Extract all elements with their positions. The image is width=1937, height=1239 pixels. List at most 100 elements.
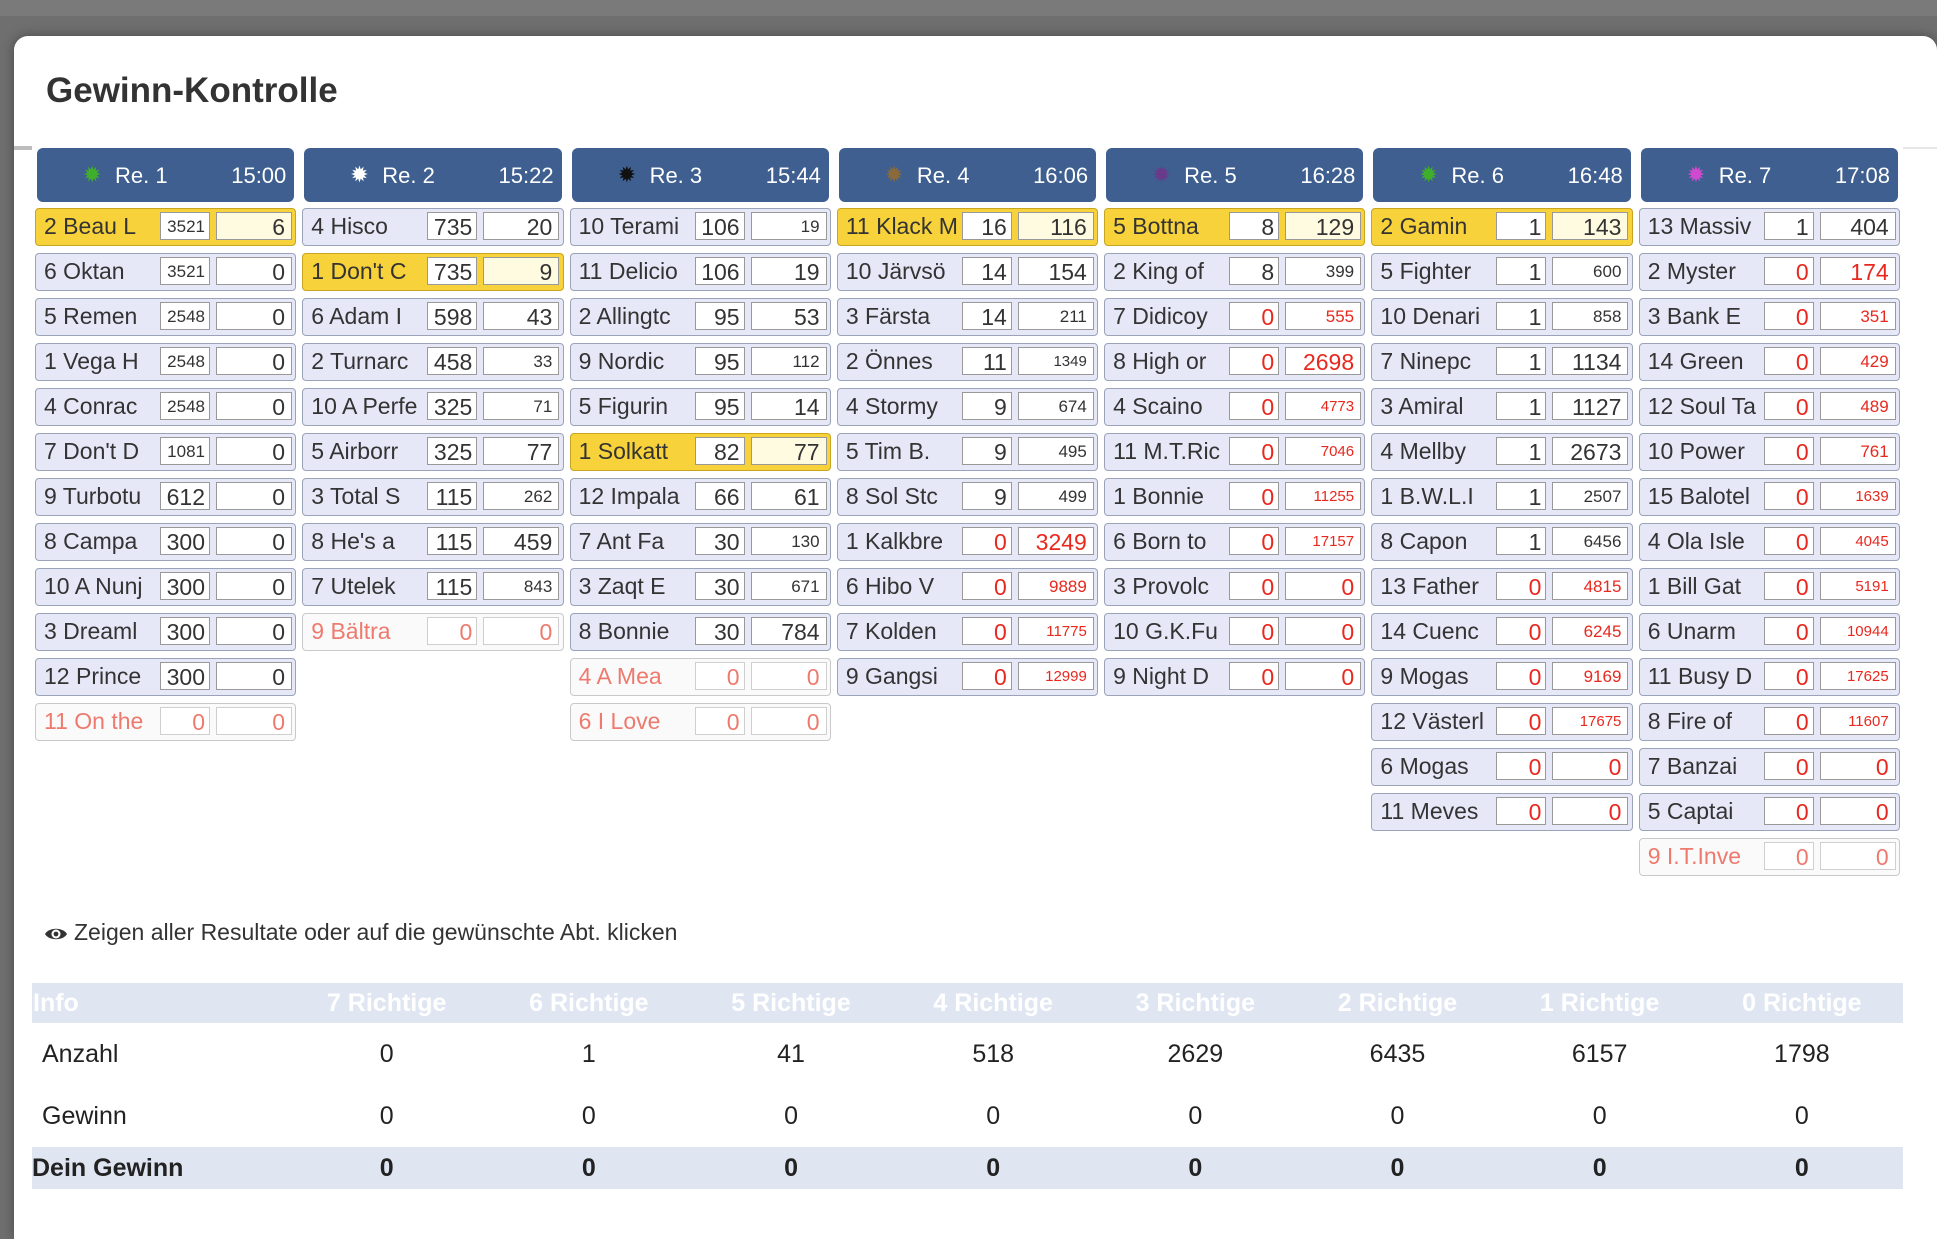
horse-entry[interactable]: 7 Ninepc 1 1134	[1371, 343, 1633, 381]
horse-entry[interactable]: 6 Unarm 0 10944	[1638, 613, 1900, 651]
horse-entry[interactable]: 5 Tim B. 9 495	[836, 433, 1099, 471]
race-header-3[interactable]: ✹ Re. 3 15:44	[571, 148, 829, 202]
odds-box: 0	[750, 662, 827, 690]
horse-entry[interactable]: 10 Power 0 761	[1638, 433, 1900, 471]
horse-entry[interactable]: 4 Conrac 2548 0	[35, 388, 297, 426]
horse-entry[interactable]: 4 Scaino 0 4773	[1104, 388, 1366, 426]
horse-entry[interactable]: 9 Bältra 0 0	[302, 613, 564, 651]
horse-entry[interactable]: 11 M.T.Ric 0 7046	[1104, 433, 1366, 471]
horse-entry[interactable]: 13 Massiv 1 404	[1638, 208, 1900, 246]
horse-entry[interactable]: 3 Provolc 0 0	[1104, 568, 1366, 606]
horse-entry[interactable]: 8 Bonnie 30 784	[569, 613, 831, 651]
horse-entry[interactable]: 12 Västerl 0 17675	[1371, 703, 1633, 741]
horse-entry[interactable]: 4 A Mea 0 0	[569, 658, 831, 696]
horse-entry[interactable]: 7 Utelek 115 843	[302, 568, 564, 606]
horse-entry[interactable]: 4 Mellby 1 2673	[1371, 433, 1633, 471]
horse-entry[interactable]: 7 Don't D 1081 0	[35, 433, 297, 471]
horse-entry[interactable]: 3 Bank E 0 351	[1638, 298, 1900, 336]
horse-entry[interactable]: 4 Hisco 735 20	[302, 208, 564, 246]
horse-entry[interactable]: 12 Prince 300 0	[35, 658, 297, 696]
horse-entry[interactable]: 5 Bottna 8 129	[1104, 208, 1366, 246]
horse-entry[interactable]: 11 Busy D 0 17625	[1638, 658, 1900, 696]
horse-entry[interactable]: 2 Myster 0 174	[1638, 253, 1900, 291]
horse-entry[interactable]: 6 I Love 0 0	[569, 703, 831, 741]
horse-name: 9 I.T.Inve	[1647, 843, 1742, 869]
horse-entry[interactable]: 7 Kolden 0 11775	[836, 613, 1099, 651]
horse-entry[interactable]: 10 A Nunj 300 0	[35, 568, 297, 606]
race-header-7[interactable]: ✹ Re. 7 17:08	[1640, 148, 1898, 202]
horse-entry[interactable]: 10 G.K.Fu 0 0	[1104, 613, 1366, 651]
horse-entry[interactable]: 2 Önnes 11 1349	[836, 343, 1099, 381]
horse-entry[interactable]: 1 Vega H 2548 0	[35, 343, 297, 381]
horse-entry[interactable]: 3 Färsta 14 211	[836, 298, 1099, 336]
horse-entry[interactable]: 14 Green 0 429	[1638, 343, 1900, 381]
horse-entry[interactable]: 1 Solkatt 82 77	[569, 433, 831, 471]
horse-entry[interactable]: 6 Born to 0 17157	[1104, 523, 1366, 561]
horse-entry[interactable]: 8 High or 0 2698	[1104, 343, 1366, 381]
horse-entry[interactable]: 8 Sol Stc 9 499	[836, 478, 1099, 516]
horse-entry[interactable]: 2 Turnarc 458 33	[302, 343, 564, 381]
horse-entry[interactable]: 10 Järvsö 14 154	[836, 253, 1099, 291]
horse-entry[interactable]: 5 Remen 2548 0	[35, 298, 297, 336]
horse-entry[interactable]: 9 I.T.Inve 0 0	[1638, 838, 1900, 876]
horse-entry[interactable]: 1 Bonnie 0 11255	[1104, 478, 1366, 516]
horse-entry[interactable]: 6 Oktan 3521 0	[35, 253, 297, 291]
horse-entry[interactable]: 5 Captai 0 0	[1638, 793, 1900, 831]
horse-entry[interactable]: 12 Impala 66 61	[569, 478, 831, 516]
horse-entry[interactable]: 6 Mogas 0 0	[1371, 748, 1633, 786]
horse-entry[interactable]: 15 Balotel 0 1639	[1638, 478, 1900, 516]
horse-entry[interactable]: 1 Bill Gat 0 5191	[1638, 568, 1900, 606]
horse-entry[interactable]: 5 Figurin 95 14	[569, 388, 831, 426]
horse-entry[interactable]: 2 Allingtc 95 53	[569, 298, 831, 336]
race-header-6[interactable]: ✹ Re. 6 16:48	[1373, 148, 1631, 202]
horse-entry[interactable]: 9 Mogas 0 9169	[1371, 658, 1633, 696]
horse-entry[interactable]: 9 Gangsi 0 12999	[836, 658, 1099, 696]
horse-entry[interactable]: 2 Beau L 3521 6	[35, 208, 297, 246]
horse-entry[interactable]: 10 Terami 106 19	[569, 208, 831, 246]
horse-entry[interactable]: 7 Banzai 0 0	[1638, 748, 1900, 786]
show-all-results-hint[interactable]: Zeigen aller Resultate oder auf die gewü…	[44, 919, 677, 946]
horse-entry[interactable]: 10 A Perfe 325 71	[302, 388, 564, 426]
race-name: Re. 5	[1184, 163, 1237, 188]
horse-entry[interactable]: 1 Don't C 735 9	[302, 253, 564, 291]
horse-entry[interactable]: 13 Father 0 4815	[1371, 568, 1633, 606]
horse-entry[interactable]: 7 Ant Fa 30 130	[569, 523, 831, 561]
horse-entry[interactable]: 6 Adam I 598 43	[302, 298, 564, 336]
horse-entry[interactable]: 5 Airborr 325 77	[302, 433, 564, 471]
horse-entry[interactable]: 5 Fighter 1 600	[1371, 253, 1633, 291]
horse-entry[interactable]: 7 Didicoy 0 555	[1104, 298, 1366, 336]
horse-entry[interactable]: 8 Capon 1 6456	[1371, 523, 1633, 561]
horse-entry[interactable]: 3 Total S 115 262	[302, 478, 564, 516]
horse-entry[interactable]: 9 Turbotu 612 0	[35, 478, 297, 516]
horse-entry[interactable]: 3 Zaqt E 30 671	[569, 568, 831, 606]
horse-entry[interactable]: 3 Dreaml 300 0	[35, 613, 297, 651]
horse-entry[interactable]: 11 Delicio 106 19	[569, 253, 831, 291]
horse-entry[interactable]: 11 Klack M 16 116	[836, 208, 1099, 246]
horse-entry[interactable]: 1 Kalkbre 0 3249	[836, 523, 1099, 561]
horse-name: 12 Soul Ta	[1647, 393, 1756, 419]
horse-entry[interactable]: 6 Hibo V 0 9889	[836, 568, 1099, 606]
horse-name: 9 Mogas	[1380, 663, 1469, 689]
horse-entry[interactable]: 8 He's a 115 459	[302, 523, 564, 561]
horse-entry[interactable]: 12 Soul Ta 0 489	[1638, 388, 1900, 426]
horse-entry[interactable]: 11 Meves 0 0	[1371, 793, 1633, 831]
horse-entry[interactable]: 8 Campa 300 0	[35, 523, 297, 561]
horse-entry[interactable]: 8 Fire of 0 11607	[1638, 703, 1900, 741]
horse-entry[interactable]: 14 Cuenc 0 6245	[1371, 613, 1633, 651]
horse-entry[interactable]: 11 On the 0 0	[35, 703, 297, 741]
horse-entry[interactable]: 2 Gamin 1 143	[1371, 208, 1633, 246]
horse-entry[interactable]: 3 Amiral 1 1127	[1371, 388, 1633, 426]
race-header-5[interactable]: ✹ Re. 5 16:28	[1106, 148, 1364, 202]
horse-entry[interactable]: 9 Nordic 95 112	[569, 343, 831, 381]
horse-entry[interactable]: 10 Denari 1 858	[1371, 298, 1633, 336]
window-top-strip	[0, 0, 1937, 16]
summary-cell: 0	[285, 1147, 488, 1189]
race-header-1[interactable]: ✹ Re. 1 15:00	[37, 148, 295, 202]
horse-entry[interactable]: 4 Stormy 9 674	[836, 388, 1099, 426]
race-header-4[interactable]: ✹ Re. 4 16:06	[838, 148, 1097, 202]
race-header-2[interactable]: ✹ Re. 2 15:22	[304, 148, 562, 202]
horse-entry[interactable]: 4 Ola Isle 0 4045	[1638, 523, 1900, 561]
horse-entry[interactable]: 2 King of 8 399	[1104, 253, 1366, 291]
horse-entry[interactable]: 1 B.W.L.I 1 2507	[1371, 478, 1633, 516]
